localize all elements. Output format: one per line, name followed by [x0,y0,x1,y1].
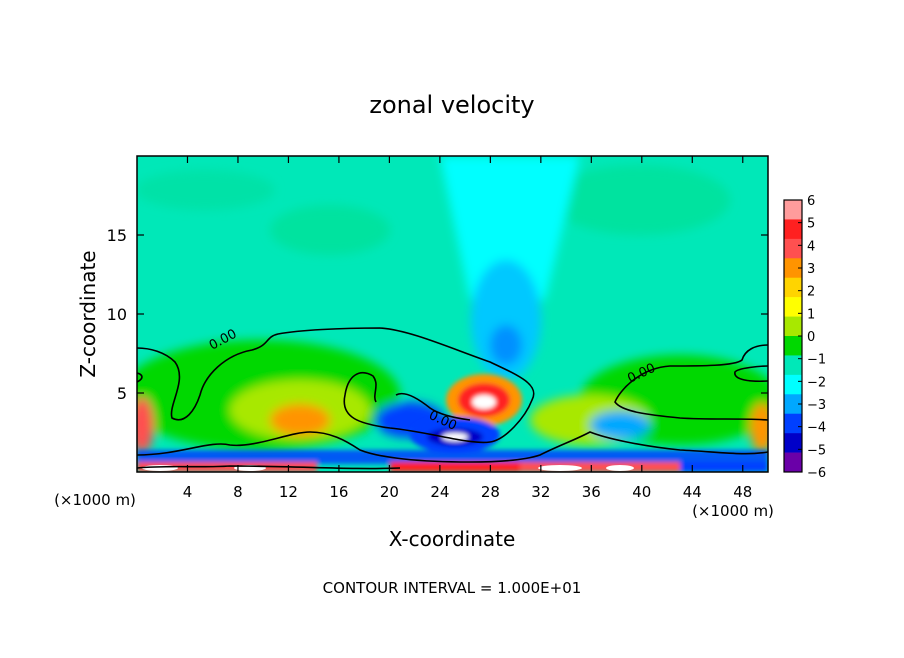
x-tick-label: 16 [329,483,348,501]
x-tick-label: 48 [733,483,752,501]
colorbar-swatch [784,219,802,240]
blob-cyan-plume [440,156,580,300]
colorbar: 6 5 4 3 2 1 0 −1 −2 −3 −4 −5 −6 [783,194,826,481]
boundary-blue-band-right [680,462,768,472]
colorbar-label: −3 [807,398,826,413]
colorbar-swatch [784,316,802,337]
colorbar-swatch [784,336,802,356]
colorbar-label: 5 [807,217,815,232]
blob-warm-right-edge [750,403,768,453]
y-axis-label: Z-coordinate [76,250,100,377]
boundary-warm-band-right [520,462,680,472]
colorbar-label: 3 [807,262,815,277]
x-axis-label: X-coordinate [389,527,516,551]
x-tick-label: 12 [279,483,298,501]
zero-contour-gap [395,392,471,421]
contour-interval-text: CONTOUR INTERVAL = 1.000E+01 [323,579,582,597]
colorbar-swatch [784,452,802,473]
colorbar-swatch [784,413,802,434]
colorbar-swatch [784,200,802,220]
colorbar-swatch [784,277,802,298]
white-patch-3 [538,465,582,471]
x-tick-label: 40 [632,483,651,501]
core-negative-inner [442,433,468,441]
blob-blue-right [590,411,650,439]
colorbar-swatch [784,238,802,259]
x-tick-label: 36 [582,483,601,501]
field-blobs [137,156,768,453]
x-tick-label: 44 [683,483,702,501]
zero-contour-right [614,344,768,421]
colorbar-label: −1 [807,353,826,368]
field-cores [137,374,768,472]
x-tick-label: 4 [183,483,193,501]
x-axis: 4 8 12 16 20 24 28 32 36 40 44 48 [183,156,752,501]
y-axis: 5 10 15 [107,226,768,403]
colorbar-swatch [784,355,802,376]
x-tick-label: 28 [481,483,500,501]
blob-upper-mid-green [270,205,390,255]
x-unit-label: (×1000 m) [692,502,774,520]
zero-contour-left-loop [137,372,143,383]
colorbar-label: −5 [807,443,826,458]
x-tick-label: 32 [531,483,550,501]
colorbar-label: 0 [807,330,815,345]
y-tick-label: 5 [117,384,127,403]
blob-upper-left-green [137,170,275,210]
chart-title: zonal velocity [369,91,534,119]
zero-contours [137,327,768,470]
velocity-field: 0.00 0.00 0.00 [137,156,768,472]
zero-contour-bottom [137,465,401,470]
x-tick-label: 20 [380,483,399,501]
colorbar-swatch [784,297,802,317]
colorbar-label: −4 [807,421,826,436]
white-patch-4 [606,465,634,471]
x-tick-label: 8 [233,483,243,501]
boundary-warm-band-mid [390,462,520,472]
colorbar-label: −2 [807,375,826,390]
blob-blue-core [490,325,522,365]
colorbar-label: 4 [807,239,815,254]
colorbar-label: −6 [807,466,826,481]
zero-contour-main [137,327,535,444]
boundary-white-patches [142,465,634,471]
colorbar-label: 6 [807,194,815,209]
colorbar-swatch [784,258,802,279]
blob-warm-left-edge [137,397,154,453]
boundary-blue-band [137,450,768,464]
blob-upper-right-green [550,165,730,235]
y-tick-label: 15 [107,226,127,245]
blob-cyan-core [471,260,541,380]
x-tick-label: 24 [430,483,449,501]
zero-contour-lower [137,431,768,463]
colorbar-label: 1 [807,307,815,322]
colorbar-swatch [784,433,802,453]
boundary-warm-band-left [137,462,317,472]
zero-contour-right-loop [734,365,768,383]
blob-warm-left [270,404,330,436]
y-tick-label: 10 [107,305,127,324]
y-unit-label: (×1000 m) [54,491,136,509]
colorbar-label: 2 [807,285,815,300]
colorbar-swatch [784,374,802,395]
core-positive-inner [472,395,496,409]
colorbar-swatch [784,394,802,415]
